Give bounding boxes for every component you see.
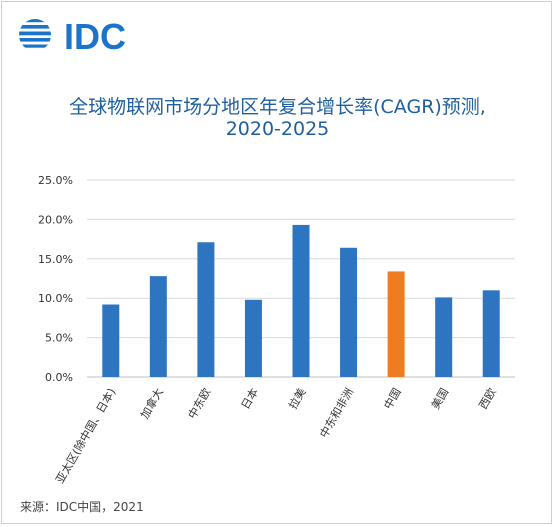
source-note: 来源：IDC中国，2021 [20, 500, 144, 514]
logo-text: IDC [64, 16, 126, 57]
idc-logo: IDC [16, 12, 136, 57]
idc-globe-icon [19, 19, 51, 48]
chart-title-line-1: 全球物联网市场分地区年复合增长率(CAGR)预测, [69, 96, 486, 118]
chart-title-line-2: 2020-2025 [225, 118, 330, 140]
